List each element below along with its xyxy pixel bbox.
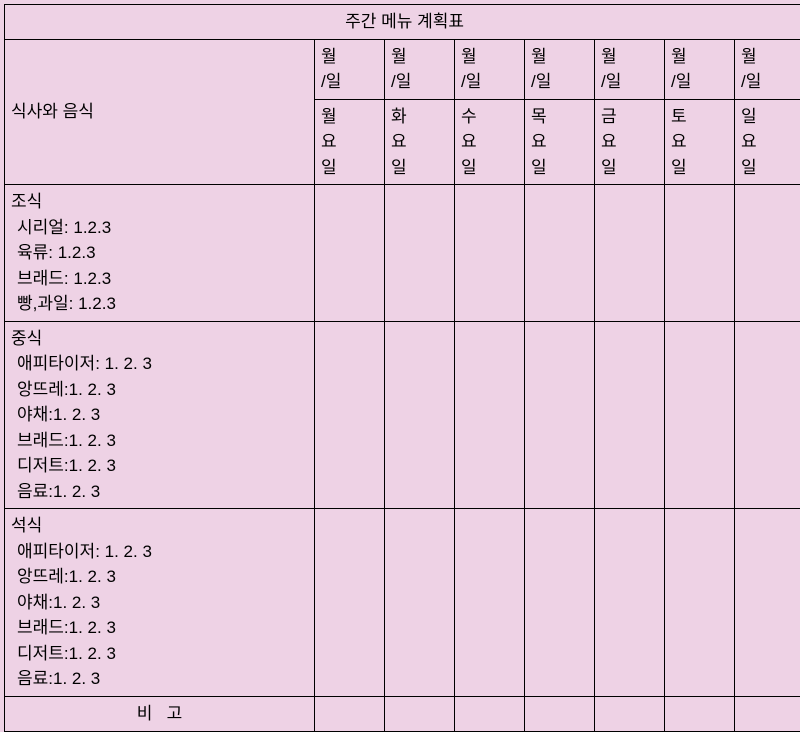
header-row-dates: 식사와 음식 월 /일 월 /일 월 /일 월 /일 월 /일 월 /일 월 /… (5, 39, 800, 99)
row-header-label: 식사와 음식 (5, 39, 315, 185)
note-cell (455, 696, 525, 731)
meal-cell-1: 중식 애피타이저: 1. 2. 3 앙뜨레:1. 2. 3 야채:1. 2. 3… (5, 321, 315, 509)
day-cell (315, 185, 385, 322)
day-cell (455, 509, 525, 697)
meal-item: 앙뜨레:1. 2. 3 (11, 377, 308, 403)
note-cell (595, 696, 665, 731)
meal-name-2: 석식 (11, 513, 308, 539)
day-header-3: 목 요 일 (525, 99, 595, 185)
meal-item: 브래드: 1.2.3 (11, 266, 308, 292)
meal-item: 음료:1. 2. 3 (11, 479, 308, 505)
day-cell (385, 509, 455, 697)
day-cell (595, 509, 665, 697)
table-title: 주간 메뉴 계획표 (5, 5, 800, 40)
note-cell (525, 696, 595, 731)
note-cell (385, 696, 455, 731)
date-placeholder-4: 월 /일 (595, 39, 665, 99)
meal-item: 빵,과일: 1.2.3 (11, 291, 308, 317)
note-cell (735, 696, 800, 731)
menu-plan-page: 주간 메뉴 계획표 식사와 음식 월 /일 월 /일 월 /일 월 /일 월 /… (0, 0, 800, 691)
meal-item: 시리얼: 1.2.3 (11, 215, 308, 241)
meal-item: 디저트:1. 2. 3 (11, 453, 308, 479)
day-header-6: 일 요 일 (735, 99, 800, 185)
meal-item: 육류: 1.2.3 (11, 240, 308, 266)
title-row: 주간 메뉴 계획표 (5, 5, 800, 40)
meal-item: 브래드:1. 2. 3 (11, 615, 308, 641)
day-header-1: 화 요 일 (385, 99, 455, 185)
meal-row-2: 석식 애피타이저: 1. 2. 3 앙뜨레:1. 2. 3 야채:1. 2. 3… (5, 509, 800, 697)
date-placeholder-2: 월 /일 (455, 39, 525, 99)
day-cell (385, 185, 455, 322)
meal-cell-0: 조식 시리얼: 1.2.3 육류: 1.2.3 브래드: 1.2.3 빵,과일:… (5, 185, 315, 322)
meal-item: 애피타이저: 1. 2. 3 (11, 351, 308, 377)
meal-cell-2: 석식 애피타이저: 1. 2. 3 앙뜨레:1. 2. 3 야채:1. 2. 3… (5, 509, 315, 697)
day-cell (735, 321, 800, 509)
day-cell (525, 185, 595, 322)
day-cell (525, 509, 595, 697)
day-cell (735, 509, 800, 697)
meal-name-1: 중식 (11, 326, 308, 352)
meal-item: 디저트:1. 2. 3 (11, 641, 308, 667)
day-header-2: 수 요 일 (455, 99, 525, 185)
meal-row-1: 중식 애피타이저: 1. 2. 3 앙뜨레:1. 2. 3 야채:1. 2. 3… (5, 321, 800, 509)
note-cell (315, 696, 385, 731)
note-label: 비 고 (5, 696, 315, 731)
meal-item: 애피타이저: 1. 2. 3 (11, 539, 308, 565)
date-placeholder-0: 월 /일 (315, 39, 385, 99)
meal-item: 야채:1. 2. 3 (11, 590, 308, 616)
day-cell (665, 185, 735, 322)
day-cell (595, 185, 665, 322)
menu-plan-table: 주간 메뉴 계획표 식사와 음식 월 /일 월 /일 월 /일 월 /일 월 /… (4, 4, 800, 732)
day-cell (455, 321, 525, 509)
date-placeholder-5: 월 /일 (665, 39, 735, 99)
day-cell (455, 185, 525, 322)
meal-item: 앙뜨레:1. 2. 3 (11, 564, 308, 590)
meal-row-0: 조식 시리얼: 1.2.3 육류: 1.2.3 브래드: 1.2.3 빵,과일:… (5, 185, 800, 322)
meal-item: 브래드:1. 2. 3 (11, 428, 308, 454)
day-cell (385, 321, 455, 509)
day-cell (315, 509, 385, 697)
note-row: 비 고 (5, 696, 800, 731)
day-cell (595, 321, 665, 509)
day-header-0: 월 요 일 (315, 99, 385, 185)
meal-name-0: 조식 (11, 189, 308, 215)
date-placeholder-6: 월 /일 (735, 39, 800, 99)
date-placeholder-3: 월 /일 (525, 39, 595, 99)
date-placeholder-1: 월 /일 (385, 39, 455, 99)
day-cell (735, 185, 800, 322)
meal-item: 야채:1. 2. 3 (11, 402, 308, 428)
meal-item: 음료:1. 2. 3 (11, 666, 308, 692)
day-cell (315, 321, 385, 509)
day-header-4: 금 요 일 (595, 99, 665, 185)
day-cell (665, 509, 735, 697)
day-cell (665, 321, 735, 509)
day-cell (525, 321, 595, 509)
day-header-5: 토 요 일 (665, 99, 735, 185)
note-cell (665, 696, 735, 731)
